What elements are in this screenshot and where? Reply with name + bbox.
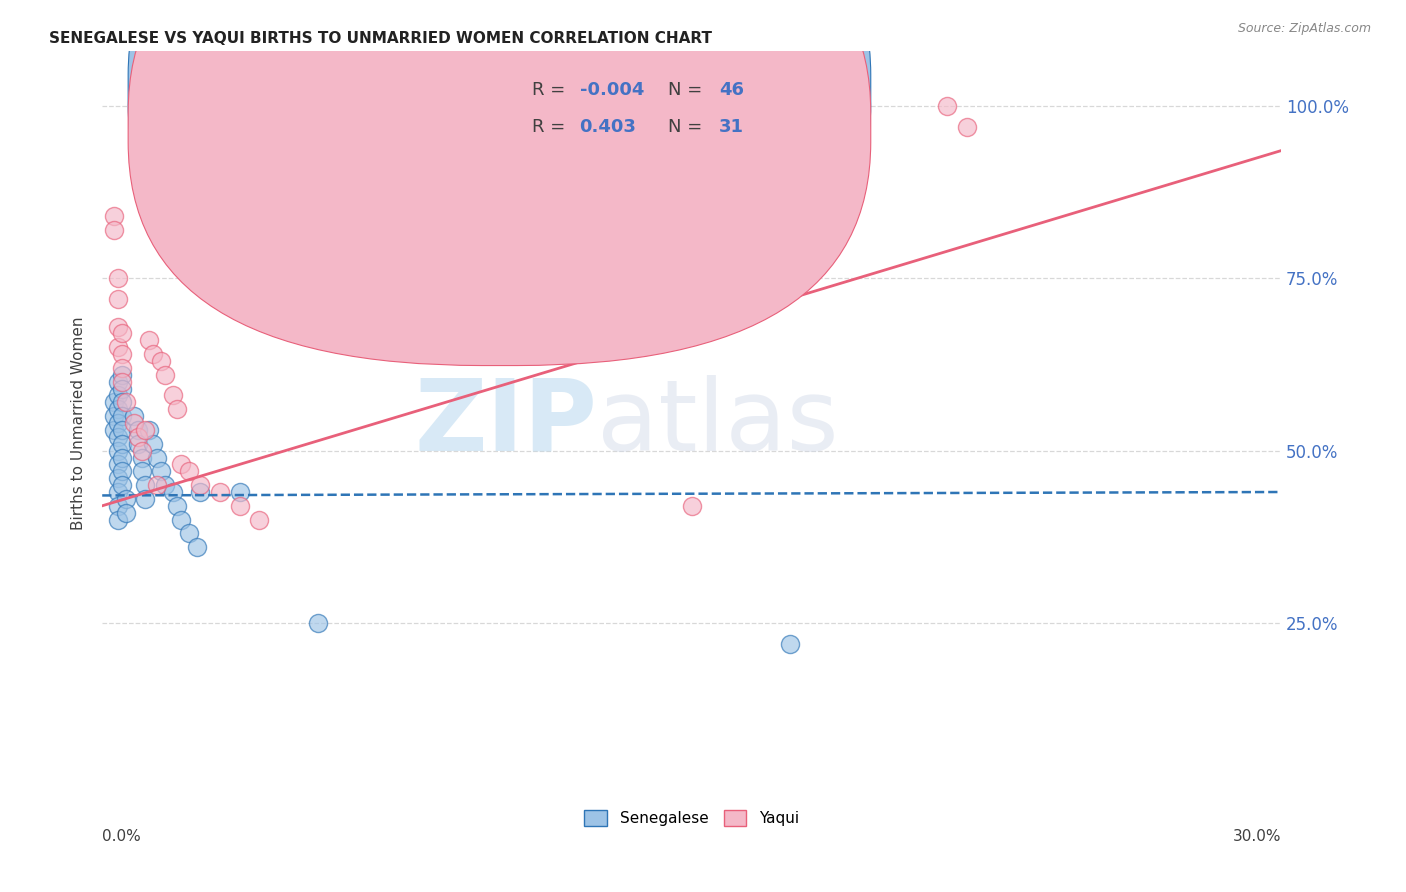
Text: N =: N = (668, 119, 709, 136)
Point (681, 499, 703, 513)
Text: R =: R = (533, 119, 578, 136)
Legend: Senegalese, Yaqui: Senegalese, Yaqui (578, 805, 804, 832)
Text: 31: 31 (718, 119, 744, 136)
Point (107, 388, 129, 402)
Point (779, 637, 801, 651)
Point (107, 319, 129, 334)
Point (142, 436, 165, 450)
Point (131, 443, 153, 458)
Point (247, 512, 270, 526)
Point (107, 512, 129, 526)
Point (114, 506, 136, 520)
Point (127, 430, 149, 444)
Point (111, 464, 134, 478)
Point (107, 292, 129, 306)
Point (936, 99, 959, 113)
Point (107, 471, 129, 485)
FancyBboxPatch shape (128, 0, 870, 366)
Point (127, 423, 149, 437)
Point (111, 360, 134, 375)
Point (162, 485, 184, 500)
Point (138, 334, 160, 348)
Point (103, 223, 125, 237)
Text: R =: R = (533, 80, 571, 98)
Point (166, 499, 188, 513)
Point (107, 443, 129, 458)
Point (127, 436, 149, 450)
Point (307, 615, 329, 630)
Point (103, 423, 125, 437)
Text: SENEGALESE VS YAQUI BIRTHS TO UNMARRIED WOMEN CORRELATION CHART: SENEGALESE VS YAQUI BIRTHS TO UNMARRIED … (49, 31, 713, 46)
Point (138, 423, 160, 437)
Point (209, 485, 232, 500)
Point (107, 499, 129, 513)
Text: N =: N = (668, 80, 709, 98)
Point (190, 478, 212, 492)
Point (134, 491, 156, 506)
Text: ZIP: ZIP (415, 375, 598, 472)
Text: 0.0%: 0.0% (103, 829, 141, 844)
Point (107, 375, 129, 389)
Point (134, 478, 156, 492)
Point (103, 409, 125, 424)
Point (153, 478, 176, 492)
Point (229, 485, 252, 500)
Point (170, 458, 193, 472)
Point (150, 464, 173, 478)
Text: 0.403: 0.403 (579, 119, 637, 136)
Point (170, 512, 193, 526)
Point (122, 416, 145, 430)
Point (122, 409, 145, 424)
Point (107, 340, 129, 354)
Point (107, 271, 129, 285)
Text: atlas: atlas (598, 375, 839, 472)
Point (186, 540, 208, 554)
Point (107, 416, 129, 430)
Point (131, 464, 153, 478)
Point (111, 395, 134, 409)
Point (146, 478, 169, 492)
Point (103, 395, 125, 409)
Point (134, 423, 156, 437)
Point (190, 485, 212, 500)
FancyBboxPatch shape (461, 62, 780, 155)
Point (103, 209, 125, 223)
Point (111, 409, 134, 424)
Text: 46: 46 (718, 80, 744, 98)
Point (111, 436, 134, 450)
Text: 30.0%: 30.0% (1233, 829, 1281, 844)
Point (229, 499, 252, 513)
Y-axis label: Births to Unmarried Women: Births to Unmarried Women (72, 317, 86, 530)
Point (142, 347, 165, 361)
Point (162, 388, 184, 402)
Point (111, 375, 134, 389)
Point (111, 450, 134, 465)
Point (956, 120, 979, 134)
Point (146, 450, 169, 465)
Point (111, 326, 134, 341)
Point (111, 368, 134, 382)
Point (111, 478, 134, 492)
Point (111, 382, 134, 396)
Point (111, 347, 134, 361)
Point (107, 485, 129, 500)
Point (107, 458, 129, 472)
Point (166, 402, 188, 417)
Point (114, 491, 136, 506)
Text: -0.004: -0.004 (579, 80, 644, 98)
Text: Source: ZipAtlas.com: Source: ZipAtlas.com (1237, 22, 1371, 36)
Point (153, 368, 176, 382)
Point (177, 464, 200, 478)
Point (114, 395, 136, 409)
Point (150, 354, 173, 368)
Point (107, 402, 129, 417)
FancyBboxPatch shape (128, 0, 870, 328)
Point (111, 423, 134, 437)
Point (107, 430, 129, 444)
Point (131, 450, 153, 465)
Point (177, 526, 200, 541)
